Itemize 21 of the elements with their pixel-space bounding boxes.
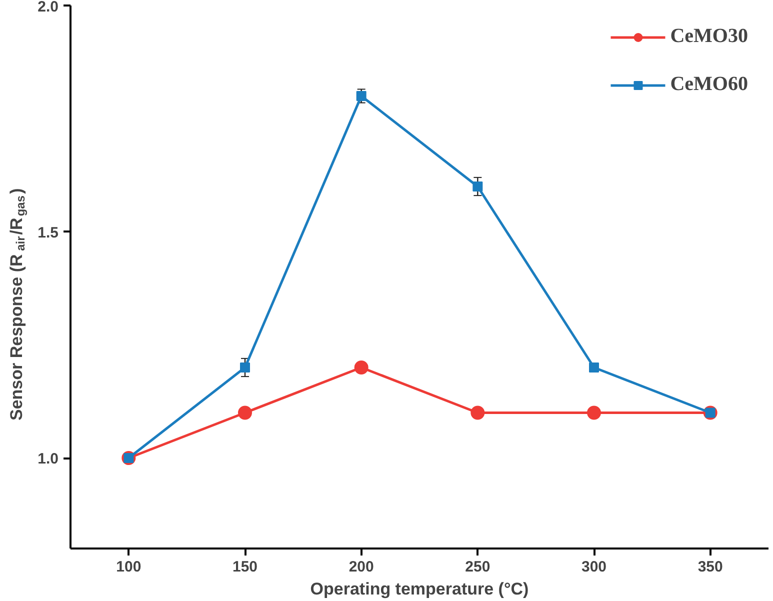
point: [589, 362, 599, 372]
point: [354, 360, 368, 374]
x-tick-label: 150: [232, 558, 258, 576]
point: [356, 91, 366, 101]
y-tick-label: 1.0: [38, 450, 59, 468]
point: [587, 406, 601, 420]
legend-label: CeMO60: [670, 73, 748, 96]
legend-label: CeMO30: [670, 25, 748, 48]
point: [470, 406, 485, 420]
x-tick-label: 100: [116, 558, 142, 576]
x-axis-title: Operating temperature (°C): [310, 580, 529, 598]
x-tick-label: 200: [348, 558, 374, 576]
y-tick-label: 2.0: [38, 0, 59, 16]
point: [238, 406, 252, 420]
y-tick-label: 1.5: [38, 224, 59, 242]
point: [240, 362, 250, 372]
x-tick-label: 300: [581, 558, 607, 576]
point: [472, 182, 483, 192]
x-tick-label: 250: [465, 558, 490, 576]
x-tick-label: 350: [698, 558, 723, 576]
y-axis-title: Sensor Response (Rair/Rgas): [7, 188, 28, 421]
